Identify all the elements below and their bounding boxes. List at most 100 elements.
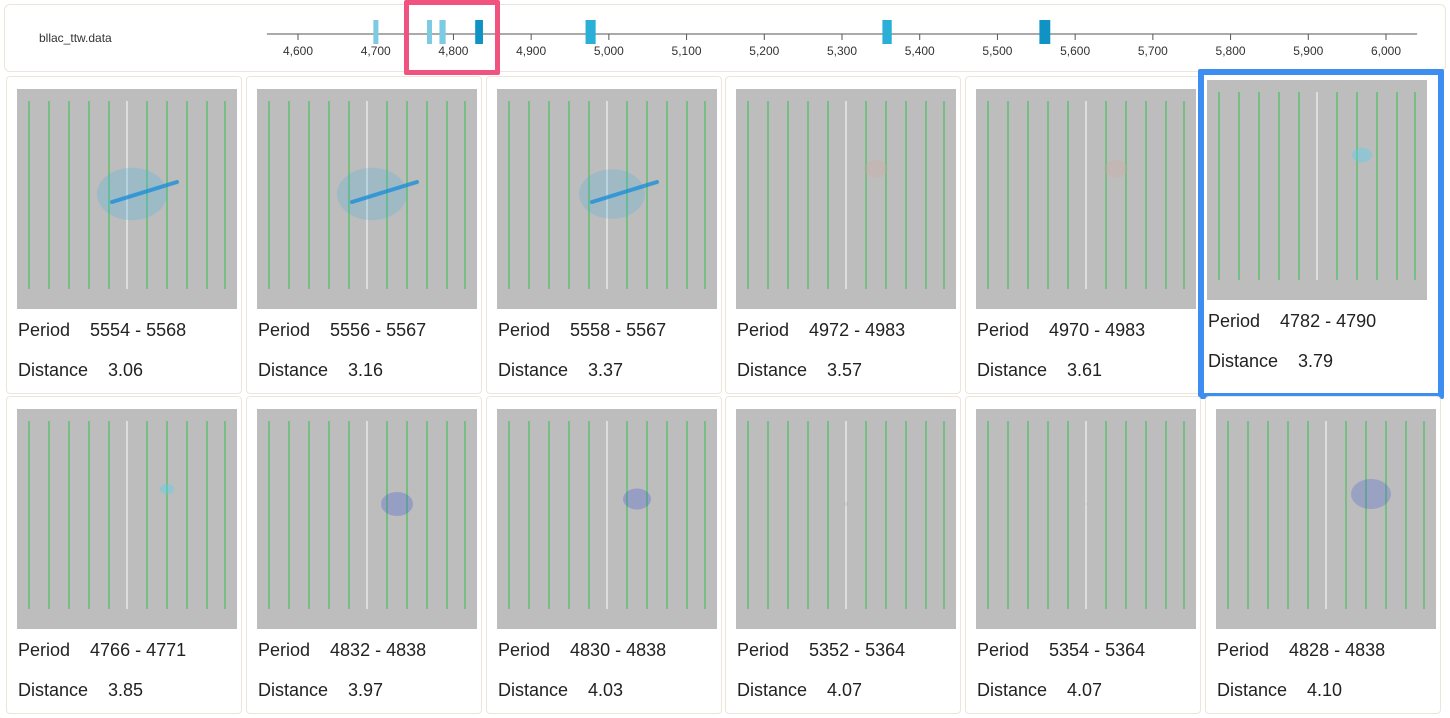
row-period-label: Period (18, 320, 71, 340)
row-period-label: Period (498, 320, 551, 340)
row-distance-value: 3.97 (348, 680, 384, 700)
row-distance-label: Distance (737, 680, 808, 700)
row-distance-label: Distance (18, 360, 89, 380)
result-card[interactable]: Period 4832 - 4838 Distance 3.97 (246, 396, 482, 714)
result-card[interactable]: Period 5352 - 5364 Distance 4.07 (725, 396, 961, 714)
thumbnail-plot (747, 101, 945, 289)
thumbnail-plot (747, 421, 945, 609)
row-period-value: 4830 - 4838 (570, 640, 667, 660)
result-card[interactable]: Period 4828 - 4838 Distance 4.10 (1205, 396, 1441, 714)
row-period-label: Period (737, 320, 790, 340)
row-period: Period 4970 - 4983 (977, 320, 1145, 341)
row-period-value: 4828 - 4838 (1289, 640, 1386, 660)
thumbnail-plot (1227, 421, 1425, 609)
thumbnail-blob (864, 160, 888, 178)
timeline-tick-label: 5,100 (672, 44, 702, 58)
thumbnail-streak (590, 180, 659, 204)
row-period-value: 4766 - 4771 (90, 640, 187, 660)
row-period-value: 4782 - 4790 (1280, 311, 1377, 331)
result-card[interactable]: Period 5556 - 5567 Distance 3.16 (246, 76, 482, 394)
result-card[interactable]: Period 5354 - 5364 Distance 4.07 (965, 396, 1201, 714)
row-period-value: 4972 - 4983 (809, 320, 906, 340)
thumbnail-blob (843, 501, 849, 507)
thumbnail-plot (508, 421, 706, 609)
result-card[interactable]: Period 5558 - 5567 Distance 3.37 (486, 76, 722, 394)
row-period-value: 5554 - 5568 (90, 320, 187, 340)
row-period-label: Period (258, 320, 311, 340)
thumbnail-blob (381, 492, 413, 516)
row-distance: Distance 4.03 (498, 680, 623, 701)
thumbnail-plot (268, 421, 466, 609)
row-distance-value: 3.16 (348, 360, 384, 380)
timeline-period-marker[interactable] (373, 20, 379, 44)
scatter-thumbnail (497, 89, 717, 309)
result-card[interactable]: Period 5554 - 5568 Distance 3.06 (6, 76, 242, 394)
result-card[interactable]: Period 4782 - 4790 Distance 3.79 (1198, 69, 1444, 399)
scatter-thumbnail (497, 409, 717, 629)
row-period-value: 5556 - 5567 (330, 320, 427, 340)
scatter-thumbnail (736, 409, 956, 629)
timeline-period-marker[interactable] (439, 20, 446, 44)
row-period: Period 5556 - 5567 (258, 320, 426, 341)
timeline-tick-label: 5,200 (749, 44, 779, 58)
thumbnail-blob (1352, 147, 1372, 163)
timeline-period-marker[interactable] (882, 20, 892, 44)
row-period-value: 4970 - 4983 (1049, 320, 1146, 340)
row-distance: Distance 3.79 (1208, 351, 1333, 372)
row-period-value: 4832 - 4838 (330, 640, 427, 660)
row-distance-label: Distance (258, 680, 329, 700)
thumbnail-blob (623, 488, 651, 510)
row-distance-label: Distance (498, 680, 569, 700)
row-distance-label: Distance (1217, 680, 1288, 700)
timeline-period-marker[interactable] (585, 20, 596, 44)
result-card[interactable]: Period 4766 - 4771 Distance 3.85 (6, 396, 242, 714)
row-distance: Distance 3.06 (18, 360, 143, 381)
thumbnail-blob (1351, 479, 1391, 509)
row-period: Period 5558 - 5567 (498, 320, 666, 341)
timeline-selection-box[interactable] (404, 0, 500, 75)
row-period-label: Period (258, 640, 311, 660)
row-distance-label: Distance (1208, 351, 1279, 371)
result-card[interactable]: Period 4972 - 4983 Distance 3.57 (725, 76, 961, 394)
row-period: Period 5354 - 5364 (977, 640, 1145, 661)
row-distance: Distance 4.10 (1217, 680, 1342, 701)
scatter-thumbnail (17, 409, 237, 629)
timeline-tick-label: 5,900 (1293, 44, 1323, 58)
timeline-tick-label: 4,700 (361, 44, 391, 58)
row-period: Period 4832 - 4838 (258, 640, 426, 661)
row-period-label: Period (498, 640, 551, 660)
timeline-period-marker[interactable] (1039, 20, 1051, 44)
row-period: Period 4782 - 4790 (1208, 311, 1376, 332)
row-distance: Distance 3.61 (977, 360, 1102, 381)
result-card[interactable]: Period 4830 - 4838 Distance 4.03 (486, 396, 722, 714)
timeline-period-marker[interactable] (427, 20, 433, 44)
row-distance-value: 4.07 (1067, 680, 1103, 700)
timeline-chart[interactable]: 4,600 4,700 4,800 4,900 5,000 5,100 5,200 5,300… (5, 5, 1447, 73)
row-distance-label: Distance (258, 360, 329, 380)
result-card[interactable]: Period 4970 - 4983 Distance 3.61 (965, 76, 1201, 394)
row-distance-value: 3.61 (1067, 360, 1103, 380)
timeline-tick-label: 5,700 (1138, 44, 1168, 58)
row-period: Period 4830 - 4838 (498, 640, 666, 661)
thumbnail-streak (350, 180, 419, 204)
row-distance-label: Distance (498, 360, 569, 380)
thumbnail-plot (28, 101, 226, 289)
timeline-tick-label: 4,800 (438, 44, 468, 58)
timeline-tick-label: 5,300 (827, 44, 857, 58)
row-period-label: Period (977, 320, 1030, 340)
dataset-name: bllac_ttw.data (39, 31, 112, 45)
thumbnail-plot (987, 101, 1185, 289)
row-distance-label: Distance (737, 360, 808, 380)
scatter-thumbnail (17, 89, 237, 309)
scatter-thumbnail (736, 89, 956, 309)
row-distance-value: 4.07 (827, 680, 863, 700)
row-distance-value: 3.06 (108, 360, 144, 380)
row-distance-value: 4.03 (588, 680, 624, 700)
scatter-thumbnail (976, 89, 1196, 309)
scatter-thumbnail (257, 409, 477, 629)
scatter-thumbnail (1216, 409, 1436, 629)
thumbnail-plot (268, 101, 466, 289)
timeline-header: bllac_ttw.data 4,600 4,700 4,800 4,900 5,000… (4, 4, 1446, 72)
scatter-thumbnail (976, 409, 1196, 629)
timeline-period-marker[interactable] (475, 20, 483, 44)
